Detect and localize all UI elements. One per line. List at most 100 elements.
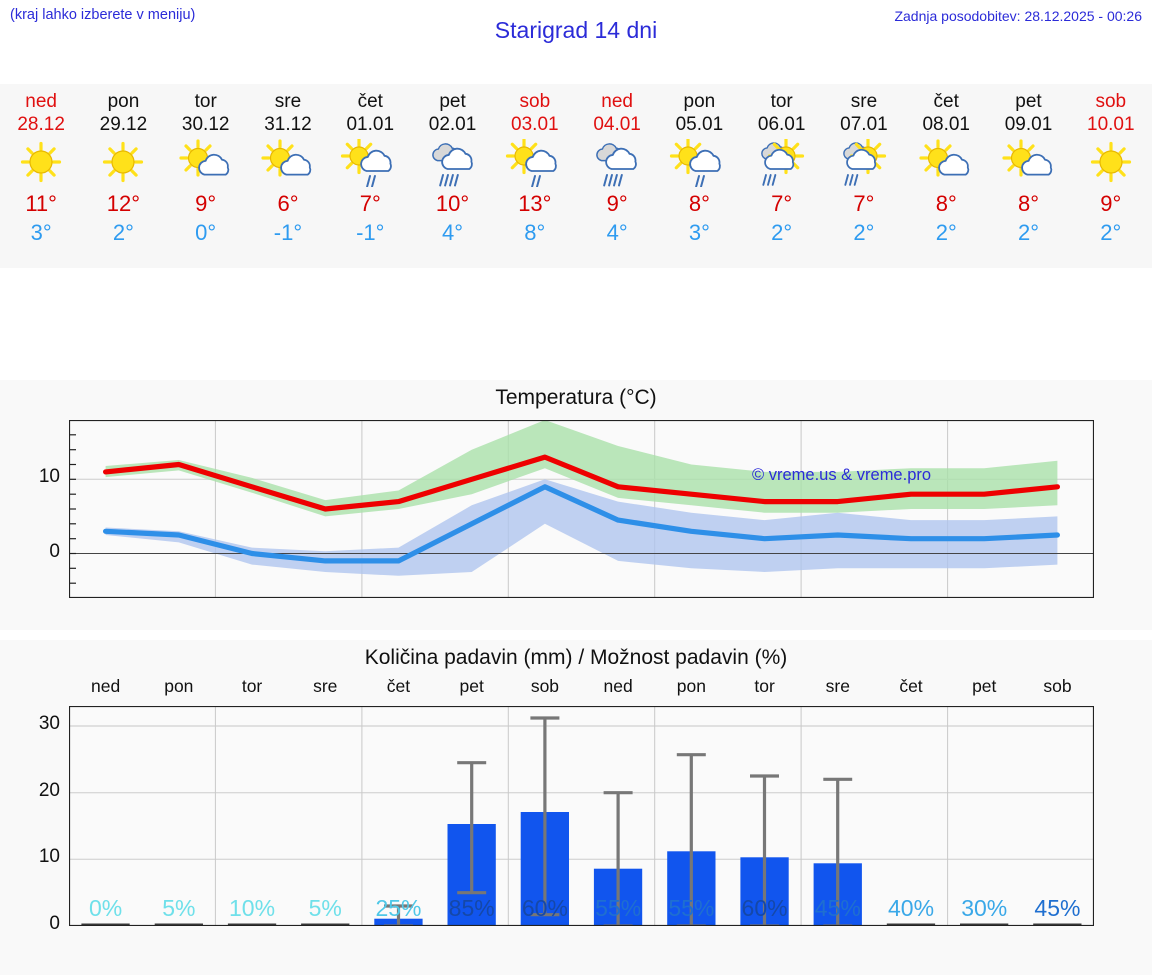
precipitation-probability-label: 45%	[1034, 895, 1081, 921]
day-column[interactable]: pon 05.01 8° 3°	[658, 84, 740, 268]
day-column[interactable]: pet 09.01 8° 2°	[987, 84, 1069, 268]
temperature-y-tick: 10	[38, 466, 60, 488]
day-high-temp: 8°	[688, 191, 710, 216]
day-name: čet	[357, 91, 383, 112]
day-name: tor	[194, 91, 217, 112]
precipitation-day-label: čet	[386, 676, 411, 696]
day-low-temp: 2°	[771, 220, 793, 245]
day-column[interactable]: pet 02.01 10° 4°	[411, 84, 493, 268]
day-low-temp: 3°	[30, 220, 52, 245]
temperature-chart-panel: Temperatura (°C) 0 10	[0, 380, 1152, 630]
day-low-temp: 2°	[853, 220, 875, 245]
precipitation-probability-label: 0%	[88, 895, 123, 921]
precipitation-day-label: ned	[603, 676, 633, 696]
precipitation-probability-label: 40%	[887, 895, 935, 921]
precipitation-y-tick: 30	[38, 713, 60, 734]
day-high-temp: 8°	[935, 191, 957, 216]
day-column[interactable]: sob 03.01 13° 8°	[494, 84, 576, 268]
day-column[interactable]: čet 01.01 7° -1°	[329, 84, 411, 268]
day-name: sre	[850, 91, 878, 112]
day-column[interactable]: ned 04.01 9° 4°	[576, 84, 658, 268]
precipitation-day-label: pet	[459, 676, 484, 696]
day-date: 01.01	[346, 114, 395, 135]
precipitation-y-tick: 0	[49, 913, 60, 934]
day-high-temp: 10°	[435, 191, 470, 216]
page-header: (kraj lahko izberete v meniju) Starigrad…	[0, 0, 1152, 84]
day-name: pet	[439, 91, 466, 112]
day-column[interactable]: ned 28.12 11° 3°	[0, 84, 82, 268]
weather-icon-sun	[21, 141, 62, 183]
weather-icon-cloud-sun-rain	[760, 139, 804, 186]
day-high-temp: 9°	[606, 191, 628, 216]
day-low-temp: 2°	[1100, 220, 1122, 245]
day-name: sre	[274, 91, 302, 112]
precipitation-day-label: ned	[91, 676, 121, 696]
precipitation-day-label: tor	[754, 676, 775, 696]
day-column[interactable]: čet 08.01 8° 2°	[905, 84, 987, 268]
precipitation-probability-label: 55%	[595, 895, 642, 921]
day-date: 31.12	[264, 114, 312, 135]
day-high-temp: 7°	[359, 191, 381, 216]
day-date: 29.12	[99, 114, 148, 135]
day-date: 09.01	[1004, 114, 1053, 135]
copyright-label: © vreme.us & vreme.pro	[752, 466, 932, 484]
day-low-temp: 8°	[524, 220, 546, 245]
day-column[interactable]: sob 10.01 9° 2°	[1070, 84, 1152, 268]
precipitation-probability-label: 25%	[375, 895, 422, 921]
day-low-temp: 0°	[195, 220, 217, 245]
day-column[interactable]: sre 07.01 7° 2°	[823, 84, 905, 268]
precipitation-day-label: pon	[164, 676, 194, 696]
location-menu-note[interactable]: (kraj lahko izberete v meniju)	[10, 7, 196, 23]
day-low-temp: 3°	[688, 220, 710, 245]
precipitation-probability-row: 0% 5% 10% 5% 25% 85% 60% 55% 55% 60% 45% 40% 30% 45%	[69, 895, 1094, 929]
weather-icon-sun-cloud-rain	[341, 139, 393, 187]
temperature-y-tick: 0	[49, 540, 60, 562]
precipitation-day-label: sre	[313, 676, 338, 696]
day-column[interactable]: tor 06.01 7° 2°	[741, 84, 823, 268]
precipitation-probability-label: 45%	[814, 895, 861, 921]
precipitation-probability-label: 85%	[448, 895, 495, 921]
weather-icon-cloud-sun-rain	[843, 139, 887, 186]
weather-icon-cloud-rain	[431, 143, 473, 187]
precipitation-probability-label: 60%	[521, 895, 568, 921]
day-high-temp: 11°	[25, 191, 57, 216]
precipitation-day-labels: ned pon tor sre čet pet sob ned pon tor sre čet pet s…	[69, 676, 1094, 700]
weather-icon-sun-cloud-rain	[505, 139, 557, 187]
day-date: 02.01	[428, 114, 477, 135]
daily-forecast-strip: ned 28.12 11° 3° pon 29.12 12° 2° tor 30.12 9° 0° s…	[0, 84, 1152, 268]
precipitation-chart-title: Količina padavin (mm) / Možnost padavin …	[364, 646, 788, 669]
weather-icon-sun-cloud-rain	[670, 139, 722, 187]
day-date: 10.01	[1087, 114, 1135, 135]
weather-icon-sun-cloud	[261, 139, 312, 177]
precipitation-probability-label: 10%	[229, 895, 276, 921]
day-date: 08.01	[922, 114, 970, 135]
page-title: Starigrad 14 dni	[494, 17, 658, 43]
day-low-temp: 4°	[606, 220, 628, 245]
day-column[interactable]: pon 29.12 12° 2°	[82, 84, 164, 268]
weather-icon-sun-cloud	[179, 139, 229, 177]
precipitation-day-label: pon	[676, 676, 706, 696]
day-name: ned	[601, 91, 633, 112]
day-date: 04.01	[593, 114, 641, 135]
precipitation-day-label: pet	[972, 676, 997, 696]
precipitation-y-tick: 10	[38, 846, 60, 868]
precipitation-probability-label: 5%	[162, 895, 196, 921]
day-high-temp: 8°	[1017, 191, 1040, 216]
day-column[interactable]: sre 31.12 6° -1°	[247, 84, 329, 268]
weather-icon-sun	[103, 141, 144, 183]
weather-icon-sun	[1090, 141, 1131, 183]
precipitation-probability-label: 60%	[741, 895, 788, 921]
day-date: 30.12	[181, 114, 230, 135]
day-name: ned	[25, 91, 57, 112]
day-name: čet	[933, 91, 959, 112]
day-name: pon	[683, 91, 716, 112]
precipitation-day-label: tor	[241, 676, 263, 696]
day-high-temp: 7°	[853, 191, 875, 216]
last-update-label: Zadnja posodobitev: 28.12.2025 - 00:26	[894, 8, 1142, 24]
precipitation-day-label: čet	[899, 676, 923, 696]
day-high-temp: 9°	[195, 191, 217, 216]
day-high-temp: 13°	[518, 191, 552, 216]
precipitation-probability-label: 30%	[961, 895, 1008, 921]
day-date: 05.01	[675, 114, 724, 135]
day-column[interactable]: tor 30.12 9° 0°	[165, 84, 247, 268]
